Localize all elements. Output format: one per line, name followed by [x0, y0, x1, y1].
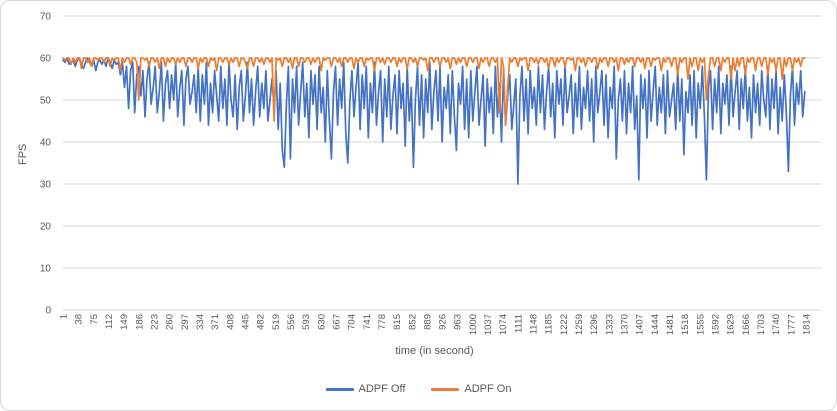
svg-text:112: 112 [104, 314, 115, 329]
svg-text:260: 260 [165, 314, 176, 330]
svg-text:1259: 1259 [574, 314, 585, 335]
svg-text:1222: 1222 [559, 314, 570, 335]
svg-text:482: 482 [256, 314, 267, 330]
svg-text:1740: 1740 [771, 314, 782, 335]
svg-text:20: 20 [40, 222, 52, 233]
svg-text:593: 593 [301, 314, 312, 330]
svg-text:667: 667 [331, 314, 342, 330]
svg-text:1481: 1481 [665, 314, 676, 335]
svg-text:704: 704 [347, 314, 358, 330]
legend: ADPF Off ADPF On [1, 383, 836, 395]
svg-text:334: 334 [195, 314, 206, 330]
svg-text:1111: 1111 [513, 314, 524, 333]
svg-text:0: 0 [45, 306, 51, 317]
svg-text:1444: 1444 [650, 314, 661, 335]
y-tick-labels: 0 10 20 30 40 50 60 70 [40, 12, 52, 317]
svg-text:556: 556 [286, 314, 297, 330]
svg-text:1000: 1000 [468, 314, 479, 335]
legend-label-adpf-on: ADPF On [464, 383, 512, 395]
series-line-adpf-on [62, 57, 806, 127]
svg-text:852: 852 [407, 314, 418, 330]
svg-text:1: 1 [59, 314, 70, 319]
x-axis-title: time (in second) [395, 345, 474, 357]
legend-item-adpf-on[interactable]: ADPF On [431, 383, 511, 395]
svg-text:889: 889 [422, 314, 433, 330]
svg-text:1370: 1370 [620, 314, 631, 335]
svg-text:1074: 1074 [498, 314, 509, 335]
svg-text:1518: 1518 [680, 314, 691, 335]
svg-text:1148: 1148 [529, 314, 540, 334]
svg-text:1333: 1333 [604, 314, 615, 335]
legend-item-adpf-off[interactable]: ADPF Off [325, 383, 406, 395]
y-axis-title: FPS [17, 143, 29, 165]
svg-text:50: 50 [40, 96, 52, 107]
svg-text:70: 70 [40, 12, 52, 23]
svg-text:1555: 1555 [695, 314, 706, 335]
series-line-adpf-off [62, 57, 806, 185]
svg-text:10: 10 [40, 264, 52, 275]
x-tick-labels: 1 38 75 112 149 186 223 260 297 334 371 408 445 482 51… [59, 314, 813, 335]
svg-text:297: 297 [180, 314, 191, 330]
svg-text:30: 30 [40, 180, 52, 191]
svg-text:1814: 1814 [802, 314, 813, 335]
svg-text:926: 926 [438, 314, 449, 330]
svg-text:1666: 1666 [741, 314, 752, 335]
svg-text:815: 815 [392, 314, 403, 330]
svg-text:75: 75 [89, 314, 100, 325]
svg-text:741: 741 [362, 314, 373, 330]
svg-text:1037: 1037 [483, 314, 494, 335]
svg-text:371: 371 [210, 314, 221, 330]
adpf-off-line-swatch [325, 387, 354, 391]
svg-text:186: 186 [134, 314, 145, 330]
svg-text:1296: 1296 [589, 314, 600, 335]
svg-text:1629: 1629 [726, 314, 737, 335]
svg-text:408: 408 [225, 314, 236, 330]
svg-text:60: 60 [40, 54, 52, 65]
svg-text:1407: 1407 [635, 314, 646, 335]
svg-text:38: 38 [74, 314, 85, 325]
svg-text:40: 40 [40, 138, 52, 149]
svg-text:149: 149 [119, 314, 130, 330]
svg-text:963: 963 [453, 314, 464, 330]
adpf-on-line-swatch [431, 387, 460, 391]
svg-text:445: 445 [240, 314, 251, 330]
svg-text:1185: 1185 [544, 314, 555, 334]
svg-text:1592: 1592 [711, 314, 722, 335]
svg-text:778: 778 [377, 314, 388, 330]
svg-text:519: 519 [271, 314, 282, 330]
legend-label-adpf-off: ADPF Off [358, 383, 406, 395]
svg-text:1777: 1777 [786, 314, 797, 335]
svg-text:1703: 1703 [756, 314, 767, 335]
svg-text:223: 223 [149, 314, 160, 330]
svg-text:630: 630 [316, 314, 327, 330]
